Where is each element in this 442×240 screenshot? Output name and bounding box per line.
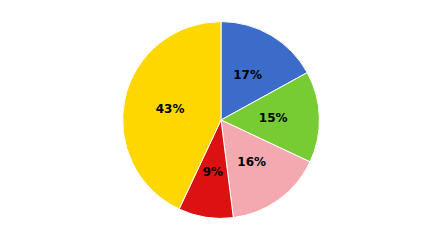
- svg-text:9%: 9%: [203, 165, 223, 179]
- svg-text:17%: 17%: [233, 68, 262, 82]
- svg-text:16%: 16%: [237, 155, 266, 169]
- svg-text:15%: 15%: [259, 111, 288, 125]
- svg-text:43%: 43%: [156, 102, 185, 116]
